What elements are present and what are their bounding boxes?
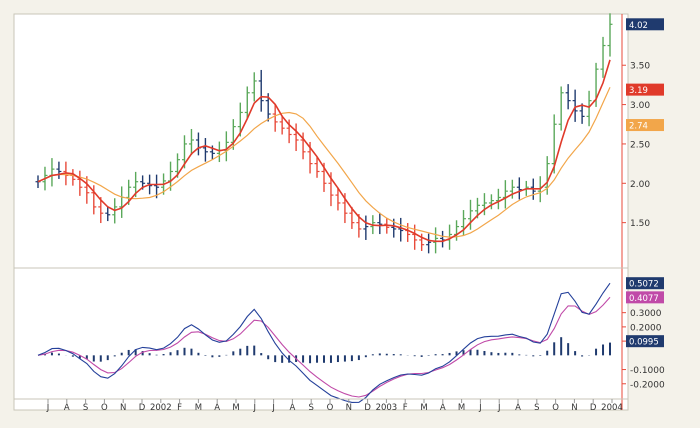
x-tick-label: J bbox=[271, 403, 275, 413]
x-tick-label: M bbox=[420, 403, 427, 413]
x-tick-label: O bbox=[552, 403, 559, 413]
chart-panel bbox=[13, 13, 629, 411]
x-tick-label: A bbox=[214, 403, 220, 413]
macd-lines bbox=[37, 282, 611, 403]
x-tick-label: S bbox=[83, 403, 88, 413]
x-tick-label: D bbox=[364, 403, 371, 413]
macd-value-label-box bbox=[626, 277, 664, 290]
x-tick-label: O bbox=[101, 403, 108, 413]
x-tick-label: O bbox=[327, 403, 334, 413]
price-lines bbox=[37, 59, 611, 243]
x-tick-label: 2002 bbox=[150, 403, 172, 413]
x-tick-label: D bbox=[139, 403, 146, 413]
price-y-tick-label: 1.50 bbox=[630, 219, 650, 229]
x-tick-label: A bbox=[289, 403, 295, 413]
x-ticks: J A S O N D 2002 F M A M J J A S O N D 2003 F M A M J J A S O N D 2004 bbox=[46, 399, 623, 413]
histogram-value-label: 0.0995 bbox=[629, 338, 659, 348]
value-labels: 4.02 3.19 2.74 0.5072 0.4077 0.0995 bbox=[626, 18, 664, 348]
fast-moving-average-line bbox=[37, 59, 611, 243]
x-tick-label: S bbox=[534, 403, 539, 413]
macd-y-tick-label: 0.3000 bbox=[630, 309, 662, 319]
x-tick-label: N bbox=[571, 403, 577, 413]
signal-value-label: 0.4077 bbox=[629, 294, 659, 304]
histogram-value-label-box bbox=[626, 335, 664, 348]
x-tick-label: F bbox=[403, 403, 408, 413]
macd-y-tick-label: -0.1000 bbox=[630, 366, 665, 376]
macd-y-tick-label: 0.2000 bbox=[630, 323, 662, 333]
macd-line bbox=[37, 282, 611, 403]
fast-ma-value-label: 3.19 bbox=[629, 86, 648, 96]
x-tick-label: N bbox=[120, 403, 126, 413]
last-value-label-box bbox=[626, 18, 664, 31]
price-y-tick-label: 3.00 bbox=[630, 101, 650, 111]
signal-line bbox=[37, 296, 611, 398]
x-tick-label: M bbox=[458, 403, 465, 413]
x-tick-label: S bbox=[308, 403, 313, 413]
x-tick-label: J bbox=[478, 403, 482, 413]
signal-value-label-box bbox=[626, 291, 664, 304]
x-tick-label: J bbox=[46, 403, 50, 413]
macd-y-tick-label: -0.2000 bbox=[630, 380, 665, 390]
price-y-tick-label: 2.00 bbox=[630, 180, 650, 190]
x-tick-label: D bbox=[590, 403, 597, 413]
fast-ma-value-label-box bbox=[626, 83, 664, 96]
x-tick-label: M bbox=[232, 403, 239, 413]
price-y-tick-label: 2.50 bbox=[630, 140, 650, 150]
x-tick-label: 2004 bbox=[601, 403, 623, 413]
last-value-label: 4.02 bbox=[629, 21, 648, 31]
x-tick-label: J bbox=[253, 403, 257, 413]
slow-ma-value-label: 2.74 bbox=[629, 122, 648, 132]
price-y-ticks: 1.50 2.00 2.50 3.00 3.50 bbox=[622, 62, 650, 229]
x-tick-label: A bbox=[515, 403, 521, 413]
x-tick-label: N bbox=[346, 403, 352, 413]
x-tick-label: A bbox=[64, 403, 70, 413]
price-y-tick-label: 3.50 bbox=[630, 62, 650, 72]
x-tick-label: J bbox=[497, 403, 501, 413]
x-tick-label: M bbox=[195, 403, 202, 413]
macd-value-label: 0.5072 bbox=[629, 280, 659, 290]
slow-moving-average-line bbox=[37, 86, 611, 238]
x-tick-label: A bbox=[440, 403, 446, 413]
slow-ma-value-label-box bbox=[626, 119, 664, 132]
x-tick-label: F bbox=[177, 403, 182, 413]
x-tick-label: 2003 bbox=[376, 403, 398, 413]
